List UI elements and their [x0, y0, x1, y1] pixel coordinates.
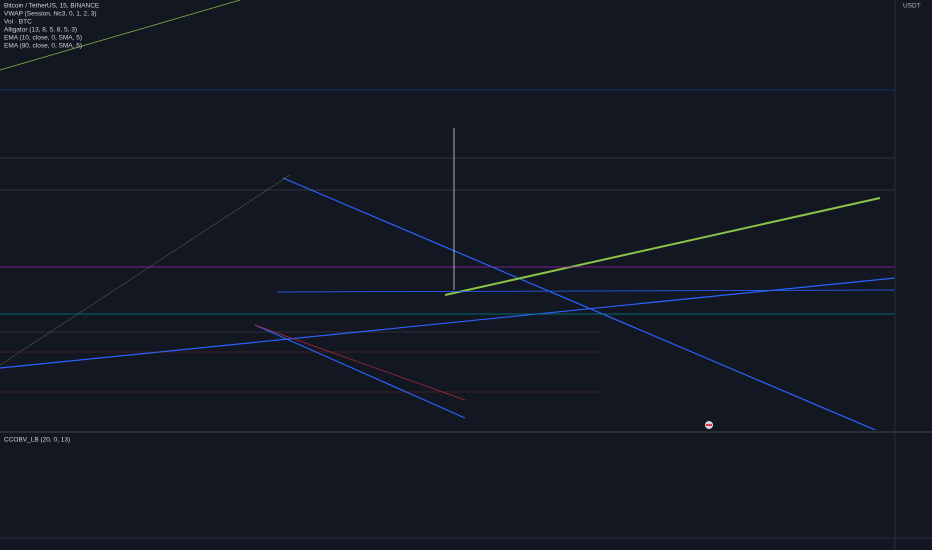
event-icon-flag [706, 424, 712, 426]
indicator-legend: EMA (80, close, 0, SMA, 5) [4, 43, 82, 50]
indicator-legend: EMA (10, close, 0, SMA, 5) [4, 35, 82, 42]
drawings [0, 0, 895, 430]
indicator-legend: Vol · BTC [4, 19, 32, 26]
trend-line [0, 277, 895, 369]
indicator-legend: Alligator (13, 8, 5, 8, 5, 3) [4, 27, 77, 34]
trend-line [282, 177, 877, 430]
indicator-legend: VWAP (Session, hlc3, 0, 1, 2, 3) [4, 11, 97, 18]
trend-line [0, 0, 241, 71]
trend-line [0, 174, 291, 366]
currency-label: USDT [903, 3, 921, 10]
lower-panel-title: CCOBV_LB (20, 0, 13) [4, 437, 70, 444]
trend-line [254, 324, 466, 401]
level-line [276, 289, 895, 293]
trend-line [444, 197, 881, 296]
symbol-title: Bitcoin / TetherUS, 15, BINANCE [4, 3, 100, 10]
trend-line [254, 324, 466, 419]
